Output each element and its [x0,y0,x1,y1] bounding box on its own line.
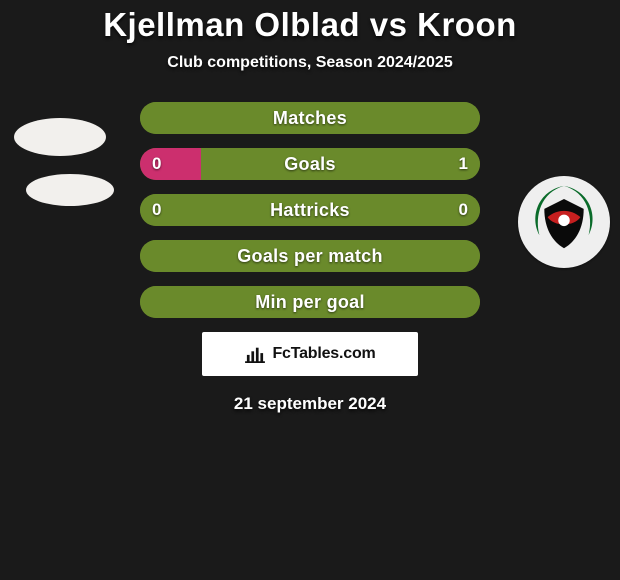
club-crest-right [518,176,610,268]
stat-label: Goals [140,148,480,180]
bar-chart-icon [244,345,266,363]
stat-row: Matches [140,102,480,134]
stat-row: 00Hattricks [140,194,480,226]
brand-text: FcTables.com [272,345,375,363]
stat-row: 01Goals [140,148,480,180]
stat-label: Matches [140,102,480,134]
stat-rows: Matches 01Goals 00Hattricks Goals per match… [140,102,480,318]
stat-label: Hattricks [140,194,480,226]
date-generated: 21 september 2024 [0,394,620,414]
stat-row: Min per goal [140,286,480,318]
player-left-photo-placeholder-2 [26,174,114,206]
club-crest-icon [523,181,605,263]
page-title: Kjellman Olblad vs Kroon [0,0,620,44]
subtitle: Club competitions, Season 2024/2025 [0,54,620,72]
stat-label: Goals per match [140,240,480,272]
brand-badge: FcTables.com [202,332,418,376]
stat-row: Goals per match [140,240,480,272]
player-left-photo-placeholder [14,118,106,156]
stat-label: Min per goal [140,286,480,318]
